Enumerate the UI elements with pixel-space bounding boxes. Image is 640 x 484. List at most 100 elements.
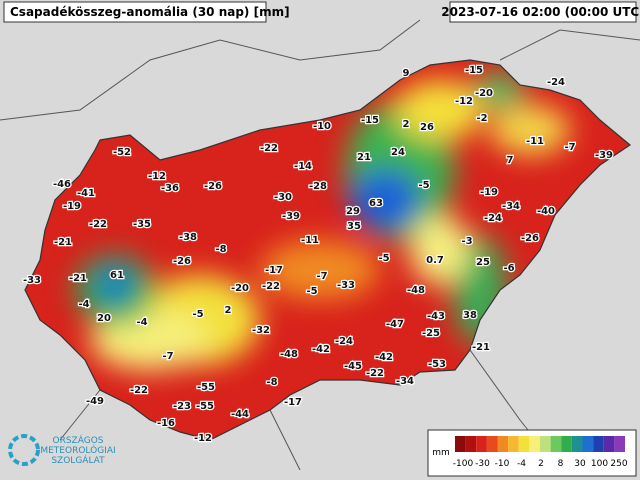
title: Csapadékösszeg-anomália (30 nap) [mm] [10,5,290,19]
station-value: -15 [361,115,379,126]
legend-unit: mm [432,448,450,458]
station-value: 24 [391,147,405,158]
logo: ORSZÁGOS METEOROLÓGIAI SZOLGÁLAT [8,434,116,466]
station-value: -48 [280,349,298,360]
station-value: -11 [526,136,544,147]
station-value: -30 [274,192,292,203]
station-value: -19 [480,187,498,198]
station-value: 61 [110,270,124,281]
station-value: -20 [475,88,493,99]
station-value: -22 [260,143,278,154]
station-value: -35 [133,219,151,230]
legend-swatch [614,436,625,452]
title-box [3,1,267,23]
legend-swatch [497,436,509,452]
station-value: -46 [53,179,71,190]
station-value: -48 [407,285,425,296]
logo-line: SZOLGÁLAT [51,454,105,466]
station-value: -43 [427,311,445,322]
legend-swatch [571,436,583,452]
station-value: -26 [204,181,222,192]
station-value: 20 [97,313,111,324]
legend-swatch [465,436,477,452]
station-value: -42 [312,344,330,355]
station-value: -17 [265,265,283,276]
legend-swatch [540,436,551,452]
station-value: -52 [113,147,131,158]
station-value: -5 [306,286,317,297]
station-value: -25 [422,328,440,339]
station-value: -21 [54,237,72,248]
station-value: 0.7 [426,255,444,266]
station-value: -22 [89,219,107,230]
station-value: 21 [357,152,371,163]
station-value: -22 [130,385,148,396]
station-value: -34 [502,201,520,212]
legend-swatch [593,436,604,452]
station-value: -38 [179,232,197,243]
station-value: 29 [346,206,360,217]
station-value: -55 [197,382,215,393]
time-box [449,1,637,23]
station-value: -39 [595,150,613,161]
station-value: -42 [375,352,393,363]
legend-swatch [561,436,572,452]
station-value: -32 [252,325,270,336]
timestamp: 2023-07-16 02:00 (00:00 UTC) [441,5,640,19]
station-value: 63 [369,198,383,209]
station-value: -10 [313,121,331,132]
station-value: -47 [386,319,404,330]
station-value: 9 [403,68,410,79]
station-value: 7 [507,155,514,166]
logo-line: ORSZÁGOS [53,434,104,446]
station-value: 2 [403,119,410,130]
station-value: -19 [63,201,81,212]
station-value: -33 [337,280,355,291]
legend-swatch [476,436,487,452]
legend-swatch [550,436,562,452]
station-value: -12 [194,433,212,444]
legend-tick-label: 100 [591,459,608,469]
station-value: -20 [231,283,249,294]
legend-tick-label: 2 [538,459,544,469]
station-value: -3 [461,236,472,247]
station-value: -17 [284,397,302,408]
station-value: -53 [428,359,446,370]
station-value: -14 [294,161,312,172]
station-value: -7 [162,351,173,362]
station-value: -33 [23,275,41,286]
legend-tick-label: -10 [495,459,510,469]
station-value: -5 [378,253,389,264]
station-value: -34 [396,376,414,387]
station-value: -2 [476,113,487,124]
legend-swatch [603,436,615,452]
logo-line: METEOROLÓGIAI [40,444,115,456]
station-value: -8 [266,377,277,388]
station-value: -11 [301,235,319,246]
station-value: -5 [192,309,203,320]
station-value: 2 [225,305,232,316]
legend-swatch [529,436,540,452]
station-value: -49 [86,396,104,407]
station-value: -7 [316,271,327,282]
station-value: -12 [455,96,473,107]
station-value: -21 [472,342,490,353]
station-value: -41 [77,188,95,199]
station-value: -21 [69,273,87,284]
legend-tick-label: 250 [610,459,627,469]
station-value: -22 [366,368,384,379]
station-value: -36 [161,183,179,194]
station-value: -7 [564,142,575,153]
station-value: -22 [262,281,280,292]
legend-swatch [508,436,519,452]
station-value: -12 [148,171,166,182]
station-value: 25 [476,257,490,268]
station-value: -40 [537,206,555,217]
station-value: 26 [420,122,434,133]
station-value: -45 [344,361,362,372]
station-value: -8 [215,244,226,255]
station-value: 38 [463,310,477,321]
